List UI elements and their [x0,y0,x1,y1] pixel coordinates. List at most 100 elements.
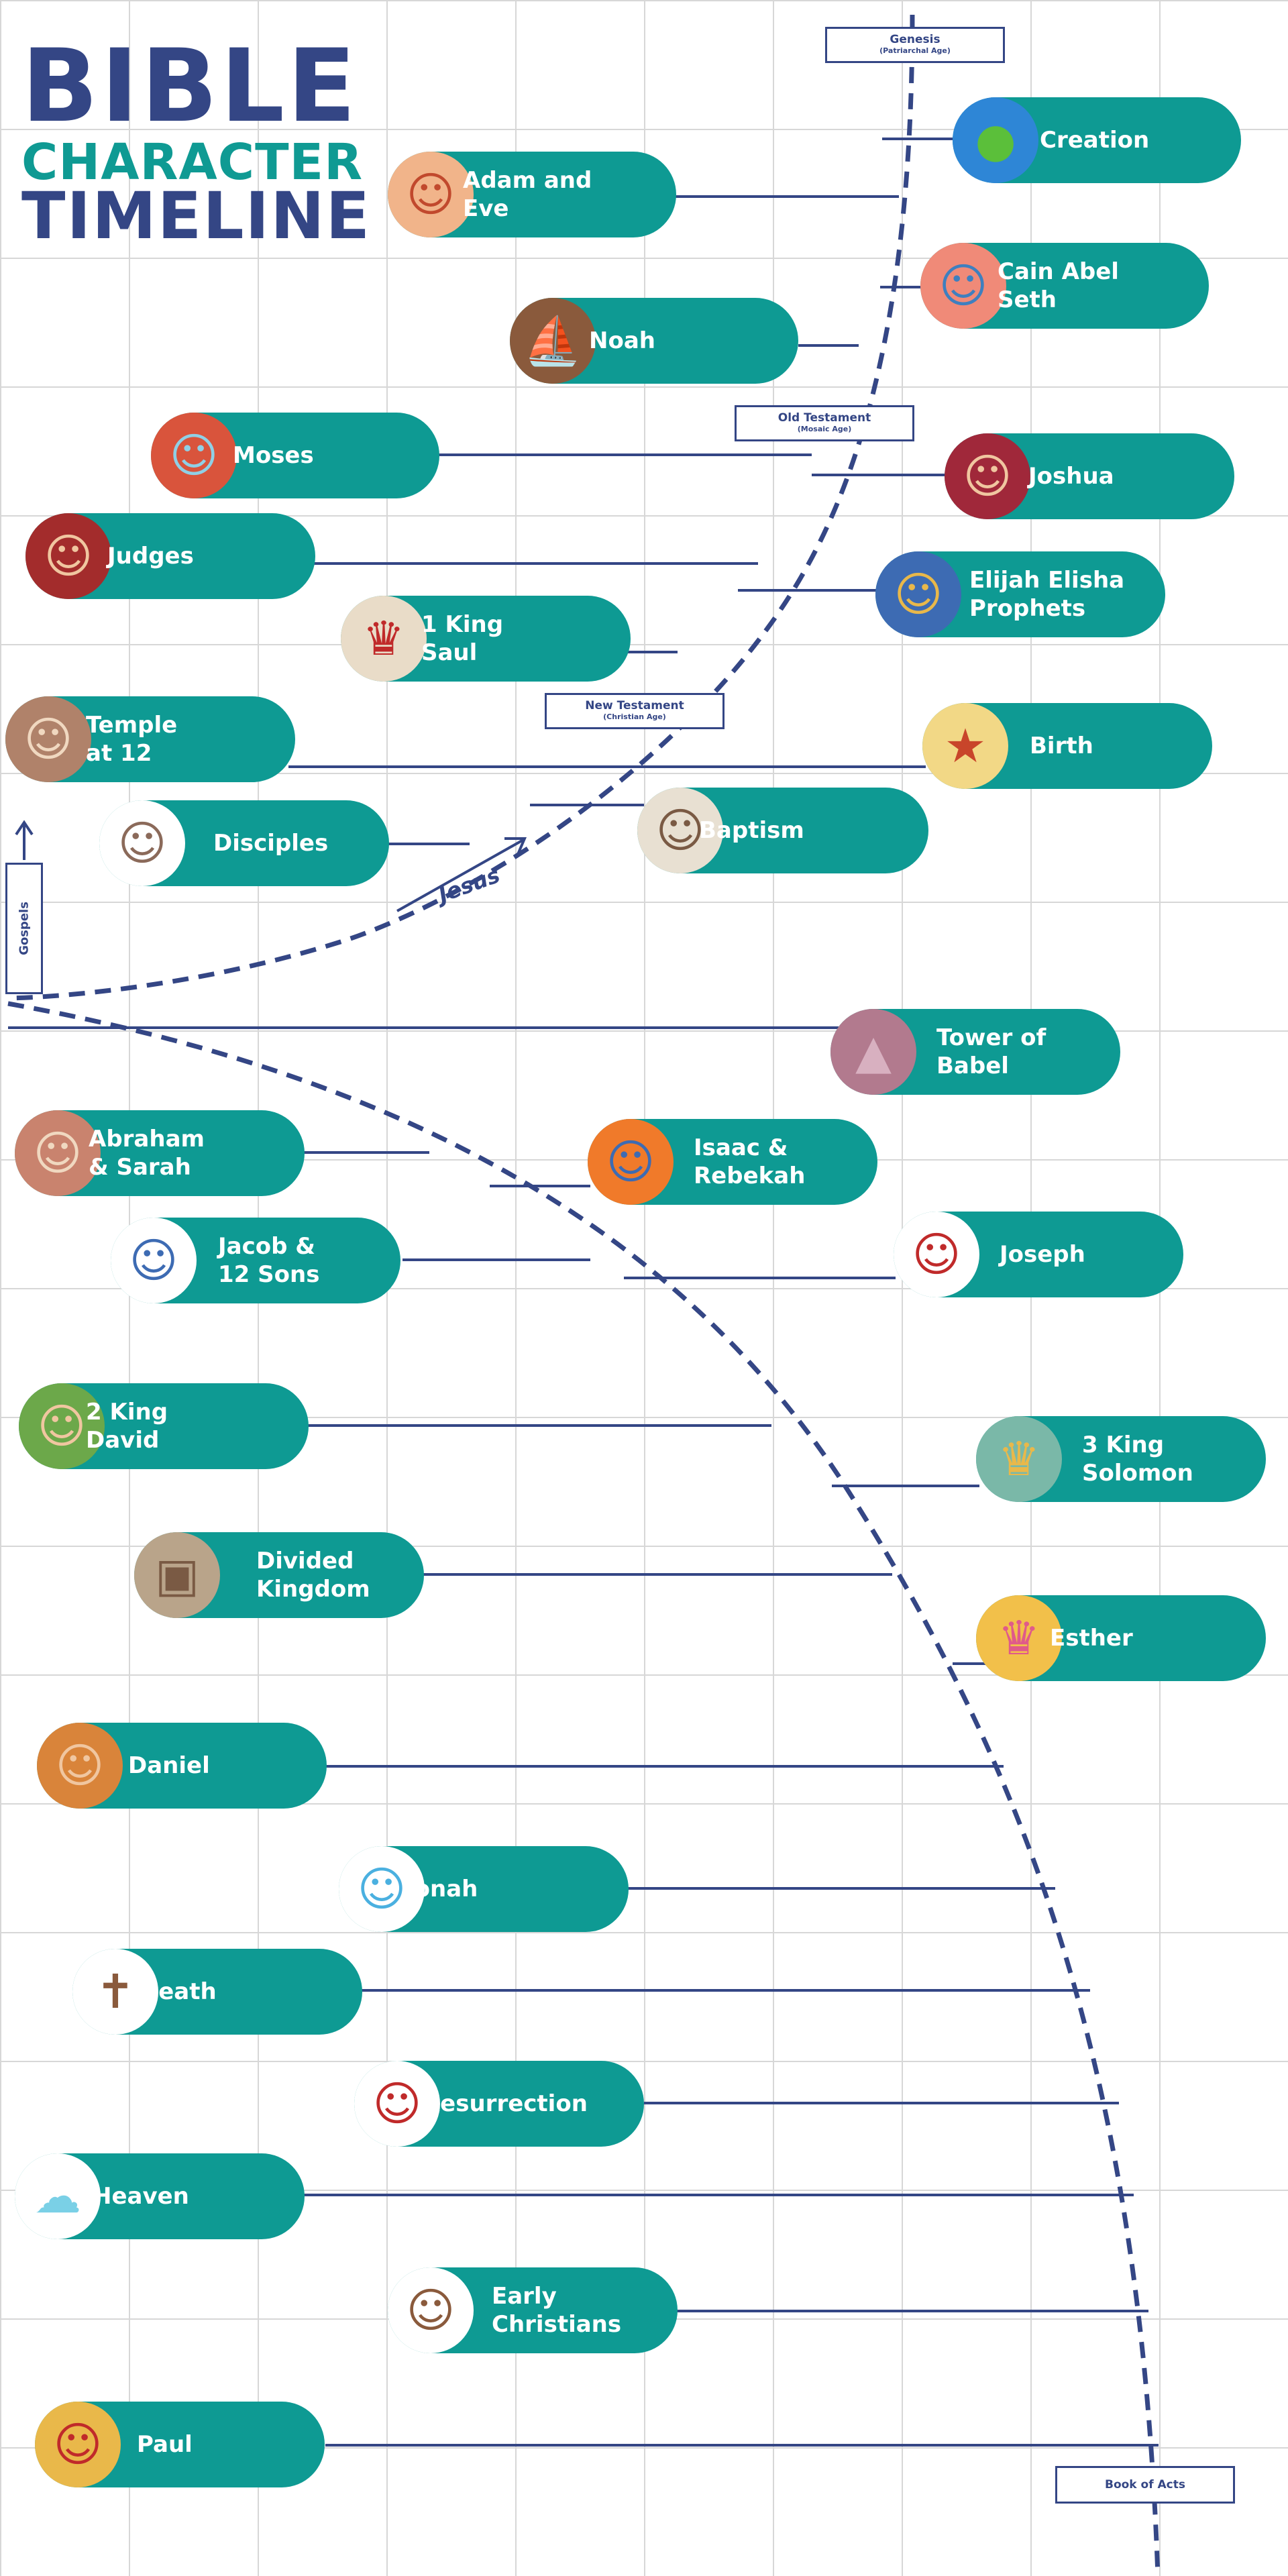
new-testament-sublabel: (Christian Age) [603,712,666,721]
king-saul-icon: ♛ [341,596,427,682]
risen-icon: ☺ [354,2061,440,2147]
book-of-acts-label: Book of Acts [1104,2478,1185,2491]
crown-icon: ♛ [976,1416,1062,1502]
genesis-label: Genesis [890,33,941,46]
event-label: Temple at 12 [86,712,178,767]
timeline-curve-upper [7,14,915,1001]
event-birth: ★ Birth [922,703,1212,789]
event-label: Elijah Elisha Prophets [969,567,1125,622]
jesus-arrow [396,839,524,912]
event-death: ✝ Death [72,1949,362,2035]
event-label: Tower of Babel [936,1024,1046,1079]
event-heaven: ☁ Heaven [15,2153,305,2239]
event-joseph: ☺ Joseph [894,1212,1183,1297]
adam-eve-icon: ☺ [388,152,474,237]
event-abraham-sarah: ☺ Abraham & Sarah [15,1110,305,1196]
event-disciples: ☺ Disciples [99,800,389,886]
event-temple-at-12: ☺ Temple at 12 [5,696,295,782]
prophets-icon: ☺ [875,551,961,637]
tablets-icon: ▣ [134,1532,220,1618]
temple-icon: ☺ [5,696,91,782]
event-label: Esther [1050,1625,1133,1652]
event-jacob-12-sons: ☺ Jacob & 12 Sons [111,1218,400,1303]
event-esther: ♛ Esther [976,1595,1266,1681]
crowd-icon: ☺ [388,2267,474,2353]
sling-icon: ☺ [19,1383,105,1469]
genesis-sublabel: (Patriarchal Age) [879,46,951,55]
genesis-box: Genesis (Patriarchal Age) [825,27,1005,63]
event-elijah-elisha-prophets: ☺ Elijah Elisha Prophets [875,551,1165,637]
new-testament-label: New Testament [585,699,684,712]
event-tower-of-babel: ▲ Tower of Babel [830,1009,1120,1095]
event-daniel: ☺ Daniel [37,1723,327,1809]
event-label: Joshua [1028,463,1114,490]
paul-icon: ☺ [35,2402,121,2487]
event-label: Resurrection [423,2090,588,2117]
event-label: Adam and Eve [463,167,592,222]
event-baptism: ☺ Baptism [637,788,928,873]
event-label: Isaac & Rebekah [694,1134,806,1189]
event-label: Daniel [128,1752,210,1779]
tower-icon: ▲ [830,1009,916,1095]
globe-icon: ● [953,97,1038,183]
queen-icon: ♛ [976,1595,1062,1681]
event-label: 3 King Solomon [1082,1432,1193,1487]
event-king-saul: ♛ 1 King Saul [341,596,631,682]
event-jonah: ☺ Jonah [339,1846,629,1932]
event-label: Birth [1030,733,1093,759]
event-label: Jacob & 12 Sons [218,1233,320,1288]
event-label: Death [140,1978,217,2005]
event-label: 2 King David [86,1399,168,1454]
family-icon: ☺ [111,1218,197,1303]
event-cain-abel-seth: ☺ Cain Abel Seth [920,243,1209,329]
gospels-box: Gospels [5,863,43,994]
event-label: 1 King Saul [421,611,504,666]
cloud-icon: ☁ [15,2153,101,2239]
event-judges: ☺ Judges [25,513,315,599]
manger-icon: ★ [922,703,1008,789]
connector-lines [8,138,1159,2447]
event-label: Moses [233,442,314,469]
ark-icon: ⛵ [510,298,596,384]
event-label: Paul [137,2431,193,2458]
event-adam-and-eve: ☺ Adam and Eve [388,152,676,237]
gospels-label: Gospels [17,902,32,955]
couple-icon: ☺ [588,1119,674,1205]
title-line-3: TIMELINE [21,178,372,254]
cross-icon: ✝ [72,1949,158,2035]
event-moses: ☺ Moses [151,413,439,498]
book-of-acts-box: Book of Acts [1055,2466,1235,2504]
judge-icon: ☺ [25,513,111,599]
event-divided-kingdom: ▣ Divided Kingdom [134,1532,424,1618]
old-testament-box: Old Testament (Mosaic Age) [735,405,914,441]
event-king-solomon: ♛ 3 King Solomon [976,1416,1266,1502]
event-label: Disciples [213,830,329,857]
event-label: Noah [589,327,655,354]
event-king-david: ☺ 2 King David [19,1383,309,1469]
disciples-icon: ☺ [99,800,185,886]
event-noah: ⛵ Noah [510,298,798,384]
new-testament-box: New Testament (Christian Age) [545,693,724,729]
whale-icon: ☺ [339,1846,425,1932]
event-isaac-rebekah: ☺ Isaac & Rebekah [588,1119,877,1205]
event-label: Divided Kingdom [256,1548,370,1603]
event-label: Cain Abel Seth [998,258,1119,313]
title-line-1: BIBLE [21,28,359,145]
event-label: Early Christians [492,2283,622,2338]
event-label: Jonah [406,1876,478,1902]
event-joshua: ☺ Joshua [945,433,1234,519]
gospels-arrow [15,820,34,860]
event-label: Judges [107,543,194,570]
title-line-2: CHARACTER [21,133,364,191]
jesus-arrow-head [504,837,527,858]
lion-icon: ☺ [37,1723,123,1809]
event-resurrection: ☺ Resurrection [354,2061,644,2147]
event-label: Heaven [93,2183,189,2210]
event-label: Baptism [699,817,804,844]
event-label: Creation [1040,127,1150,154]
old-testament-label: Old Testament [777,411,871,425]
event-early-christians: ☺ Early Christians [388,2267,678,2353]
joshua-icon: ☺ [945,433,1030,519]
baptism-icon: ☺ [637,788,723,873]
moses-icon: ☺ [151,413,237,498]
